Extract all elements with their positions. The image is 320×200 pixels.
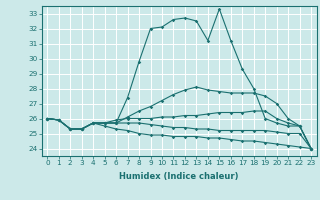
- X-axis label: Humidex (Indice chaleur): Humidex (Indice chaleur): [119, 172, 239, 181]
